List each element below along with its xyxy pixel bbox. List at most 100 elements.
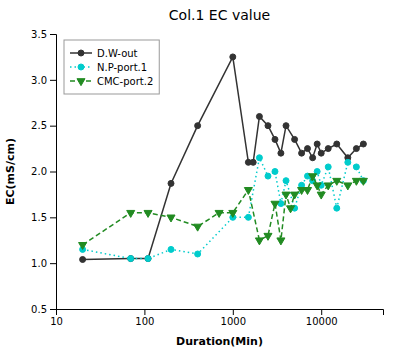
series-point: [265, 173, 271, 179]
series-point: [272, 136, 278, 142]
series-line: [83, 158, 364, 259]
plot-area: [79, 54, 368, 263]
legend-marker: [77, 79, 85, 86]
y-tick: 0.5: [31, 304, 56, 315]
series-point: [194, 224, 202, 231]
series-point: [145, 256, 151, 262]
series-point: [359, 178, 367, 185]
series-point: [128, 256, 134, 262]
series-point: [314, 141, 320, 147]
y-tick-mark: [50, 309, 56, 310]
y-axis-title: EC(mS/cm): [4, 138, 17, 205]
series-point: [256, 114, 262, 120]
series-point: [334, 205, 340, 211]
series-point: [353, 164, 359, 170]
series-point: [272, 169, 278, 175]
y-tick-label: 1.5: [31, 212, 47, 223]
series-point: [128, 256, 134, 262]
legend-item: CMC-port.2: [70, 76, 153, 87]
series-point: [250, 159, 256, 165]
series-point: [344, 183, 352, 190]
y-tick: 2.5: [31, 120, 56, 131]
x-tick: 1000: [221, 309, 246, 327]
series-point: [360, 141, 366, 147]
series-point: [195, 123, 201, 129]
chart: 101001000100000.51.01.52.02.53.03.5Col.1…: [0, 0, 399, 353]
series-point: [230, 54, 236, 60]
y-tick: 1.0: [31, 258, 56, 269]
x-tick-label: 10000: [306, 316, 338, 327]
y-axis-line: [50, 35, 57, 310]
y-tick-label: 3.0: [31, 75, 47, 86]
series-point: [283, 123, 289, 129]
x-tick-mark: [144, 309, 145, 315]
x-axis: 10 100 1000 10000: [50, 309, 383, 327]
legend-marker: [78, 64, 84, 70]
series-point: [127, 210, 135, 217]
y-tick-mark: [50, 34, 56, 35]
series-point: [291, 192, 299, 199]
y-tick: 1.5: [31, 212, 56, 223]
legend-box: [64, 40, 159, 94]
y-tick-label: 2.0: [31, 166, 47, 177]
legend-label: D.W-out: [97, 48, 138, 59]
y-tick: 2.0: [31, 166, 56, 177]
x-tick: 10000: [306, 309, 338, 327]
y-tick-label: 0.5: [31, 304, 47, 315]
x-tick-label: 100: [135, 316, 154, 327]
series-point: [305, 146, 311, 152]
x-axis-title: Duration(Min): [176, 335, 263, 348]
series-point: [283, 178, 289, 184]
series-point: [271, 201, 279, 208]
y-tick-label: 2.5: [31, 120, 47, 131]
y-tick: 3.5: [31, 29, 56, 40]
series-point: [325, 146, 331, 152]
series-point: [277, 238, 285, 245]
series-point: [353, 146, 359, 152]
series-point: [244, 188, 252, 195]
x-tick: 100: [135, 309, 154, 327]
y-tick-mark: [50, 263, 56, 264]
legend-label: CMC-port.2: [97, 76, 153, 87]
series-point: [264, 233, 272, 240]
x-tick-label: 1000: [221, 316, 246, 327]
series-point: [215, 210, 223, 217]
series-point: [299, 150, 305, 156]
series-point: [167, 215, 175, 222]
x-axis-line: [57, 310, 384, 316]
series-point: [168, 246, 174, 252]
series-point: [324, 183, 332, 190]
series-point: [195, 251, 201, 257]
series-point: [282, 192, 290, 199]
series-point: [168, 180, 174, 186]
y-tick-label: 3.5: [31, 29, 47, 40]
legend-item: N.P-port.1: [70, 62, 147, 73]
series-point: [345, 159, 351, 165]
y-tick-label: 1.0: [31, 258, 47, 269]
series-point: [245, 214, 251, 220]
series-point: [317, 192, 325, 199]
legend: D.W-out N.P-port.1 CMC-port.2: [64, 40, 159, 94]
series-point: [292, 136, 298, 142]
y-tick-mark: [50, 217, 56, 218]
series-point: [334, 141, 340, 147]
y-tick: 3.0: [31, 75, 56, 86]
series-point: [318, 150, 324, 156]
series-point: [145, 256, 151, 262]
x-tick-mark: [321, 309, 322, 315]
x-tick-mark: [233, 309, 234, 315]
series-point: [278, 150, 284, 156]
series-point: [325, 164, 331, 170]
legend-marker: [78, 50, 84, 56]
series-point: [287, 206, 295, 213]
series-point: [144, 210, 152, 217]
series-point: [229, 210, 237, 217]
series-point: [303, 188, 311, 195]
series-point: [80, 257, 86, 263]
series-point: [313, 183, 321, 190]
y-axis: 0.5 1.0 1.5 2.0 2.5 3.0 3.5: [31, 29, 56, 315]
y-tick-mark: [50, 172, 56, 173]
series-point: [79, 243, 87, 250]
x-tick: 10: [50, 309, 63, 327]
series-point: [352, 178, 360, 185]
